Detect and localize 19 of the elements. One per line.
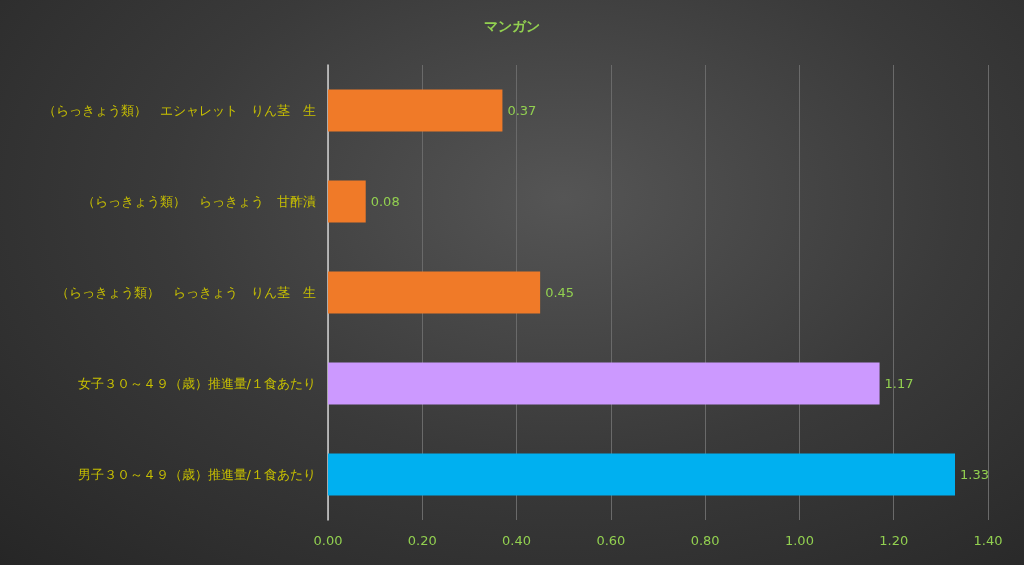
x-tick-label: 1.40 (973, 533, 1003, 548)
x-tick-label: 0.80 (690, 533, 720, 548)
data-label: 0.45 (545, 285, 575, 300)
x-tick-label: 0.40 (502, 533, 532, 548)
y-tick-label: （らっきょう類） エシャレット りん茎 生 (43, 103, 316, 118)
x-tick-label: 0.20 (407, 533, 437, 548)
y-tick-label: 男子３０～４９（歳）推進量/１食あたり (77, 467, 316, 482)
data-label: 0.37 (507, 103, 537, 118)
y-tick-label: （らっきょう類） らっきょう 甘酢漬 (82, 194, 316, 209)
x-tick-label: 0.00 (313, 533, 343, 548)
y-tick-label: 女子３０～４９（歳）推進量/１食あたり (77, 376, 316, 391)
chart-title: マンガン (484, 18, 540, 34)
x-tick-label: 1.20 (879, 533, 909, 548)
data-label: 1.17 (884, 376, 914, 391)
data-label: 0.08 (370, 194, 400, 209)
y-tick-label: （らっきょう類） らっきょう りん茎 生 (56, 285, 316, 300)
x-tick-label: 1.00 (784, 533, 814, 548)
data-label: 1.33 (960, 467, 989, 482)
x-tick-label: 0.60 (596, 533, 626, 548)
